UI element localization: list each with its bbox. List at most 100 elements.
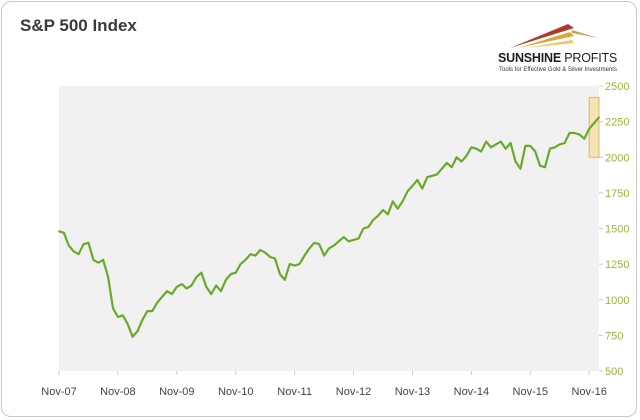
data-point: [598, 116, 600, 119]
y-tick-label: 2250: [605, 117, 629, 129]
data-point: [441, 167, 443, 170]
data-point: [406, 190, 409, 193]
plot-area: [59, 86, 599, 371]
x-tick-label: Nov-09: [159, 386, 194, 398]
data-point: [136, 330, 139, 332]
data-point: [416, 179, 419, 181]
y-tick-label: 2000: [605, 152, 629, 164]
data-point: [534, 150, 537, 153]
data-point: [107, 276, 109, 278]
data-point: [411, 184, 414, 187]
data-point: [499, 140, 502, 143]
data-point: [254, 254, 257, 257]
data-point: [495, 143, 497, 146]
data-point: [563, 142, 566, 144]
chart-title: S&P 500 Index: [20, 16, 137, 35]
data-point: [146, 310, 149, 313]
logo-name-light: PROFITS: [561, 51, 618, 65]
data-point: [490, 146, 492, 149]
data-point: [396, 207, 399, 210]
data-point: [558, 143, 561, 146]
data-point: [190, 284, 193, 287]
data-point: [259, 248, 262, 251]
data-point: [431, 174, 433, 177]
logo-wordmark: SUNSHINE PROFITS: [498, 51, 617, 65]
data-point: [200, 271, 203, 274]
data-point: [185, 287, 188, 290]
data-point: [323, 254, 325, 257]
data-point: [391, 200, 394, 203]
data-point: [156, 301, 159, 304]
data-point: [102, 258, 105, 261]
data-point: [210, 293, 213, 295]
data-point: [298, 263, 301, 266]
data-point: [112, 307, 114, 310]
data-point: [328, 247, 330, 250]
data-point: [568, 132, 571, 134]
data-point: [274, 257, 276, 260]
x-tick-label: Nov-10: [218, 386, 253, 398]
data-point: [549, 147, 551, 150]
data-point: [166, 290, 168, 293]
data-point: [239, 263, 242, 266]
data-point: [205, 286, 208, 288]
data-point: [171, 293, 173, 295]
x-tick-label: Nov-07: [41, 386, 76, 398]
data-point: [544, 166, 546, 169]
data-point: [573, 132, 576, 134]
data-point: [387, 213, 389, 216]
data-point: [357, 237, 360, 240]
data-point: [455, 156, 458, 159]
data-point: [421, 187, 424, 190]
sunshine-profits-logo: SUNSHINE PROFITS Tools for Effective Gol…: [490, 18, 630, 80]
data-point: [269, 256, 271, 258]
data-point: [539, 164, 541, 167]
y-tick-label: 1750: [605, 188, 629, 200]
data-point: [195, 276, 198, 278]
data-point: [450, 166, 453, 169]
data-point: [283, 278, 286, 281]
data-point: [234, 271, 237, 274]
data-point: [229, 273, 232, 275]
data-point: [377, 214, 379, 217]
data-point: [372, 219, 375, 221]
data-point: [72, 250, 75, 253]
data-point: [131, 335, 134, 338]
data-point: [529, 144, 532, 147]
sunburst-logo-icon: [510, 24, 598, 48]
data-point: [97, 261, 100, 264]
data-point: [593, 122, 595, 124]
data-point: [244, 258, 247, 261]
data-point: [67, 244, 70, 247]
data-point: [485, 140, 487, 143]
data-point: [578, 133, 581, 136]
data-point: [279, 273, 281, 275]
data-point: [308, 247, 311, 250]
data-point: [514, 160, 517, 163]
data-point: [126, 323, 129, 325]
x-tick-label: Nov-14: [454, 386, 489, 398]
data-point: [87, 241, 90, 244]
data-point: [313, 241, 316, 244]
data-point: [141, 318, 144, 321]
x-tick-label: Nov-15: [513, 386, 548, 398]
data-point: [470, 146, 473, 149]
y-tick-label: 1500: [605, 224, 629, 236]
data-point: [318, 243, 321, 246]
data-point: [524, 144, 527, 147]
data-point: [553, 146, 556, 149]
data-point: [225, 278, 227, 281]
data-point: [63, 231, 65, 234]
data-point: [352, 239, 355, 241]
data-point: [249, 253, 252, 256]
data-point: [180, 283, 183, 285]
data-point: [175, 286, 178, 288]
data-point: [58, 230, 60, 233]
x-tick-label: Nov-11: [277, 386, 312, 398]
data-point: [293, 264, 296, 267]
x-tick-label: Nov-16: [571, 386, 606, 398]
data-point: [288, 263, 291, 266]
data-point: [480, 150, 483, 153]
